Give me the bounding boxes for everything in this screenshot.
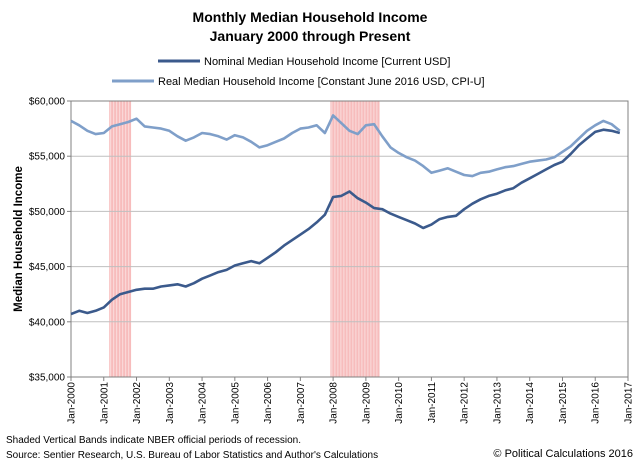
y-tick-label: $55,000 [29,152,66,163]
recession-band [330,101,380,377]
y-tick-label: $60,000 [29,97,66,108]
x-tick-label: Jan-2006 [263,382,274,424]
x-tick-label: Jan-2009 [361,382,372,424]
recession-bands [109,101,380,377]
x-tick-label: Jan-2004 [198,382,209,424]
series-lines [70,114,621,316]
plot-area [70,100,629,378]
x-tick-label: Jan-2002 [132,382,143,424]
x-tick-label: Jan-2016 [591,382,602,424]
source-note: Source: Sentier Research, U.S. Bureau of… [6,450,378,461]
legend: Nominal Median Household Income [Current… [112,56,485,88]
x-axis: Jan-2000 Jan-2001 Jan-2002 Jan-2003 Jan-2004… [67,377,635,424]
chart-subtitle: January 2000 through Present [210,28,411,44]
x-tick-label: Jan-2008 [329,382,340,424]
x-tick-label: Jan-2001 [99,382,110,424]
chart-title: Monthly Median Household Income [193,9,428,25]
x-tick-label: Jan-2005 [230,382,241,424]
recession-note: Shaded Vertical Bands indicate NBER offi… [6,435,301,446]
x-tick-label: Jan-2014 [525,382,536,424]
y-axis: $35,000 $40,000 $45,000 $50,000 $55,000 $60,0… [29,97,71,384]
x-tick-label: Jan-2015 [558,382,569,424]
x-tick-label: Jan-2011 [427,382,438,423]
x-tick-label: Jan-2000 [67,382,78,424]
x-tick-label: Jan-2003 [165,382,176,424]
credit: © Political Calculations 2016 [493,448,633,460]
x-tick-label: Jan-2013 [492,382,503,424]
y-tick-label: $40,000 [29,317,66,328]
x-tick-label: Jan-2007 [296,382,307,424]
legend-label-nominal: Nominal Median Household Income [Current… [204,56,450,68]
recession-band [109,101,132,377]
legend-label-real: Real Median Household Income [Constant J… [158,76,485,88]
x-tick-label: Jan-2017 [624,382,635,424]
y-tick-label: $45,000 [29,262,66,273]
y-axis-label: Median Household Income [13,166,25,312]
series-line-real [70,114,621,178]
x-tick-label: Jan-2012 [460,382,471,424]
y-tick-label: $50,000 [29,207,66,218]
series-line-nominal [70,128,621,316]
y-tick-label: $35,000 [29,373,66,384]
x-tick-label: Jan-2010 [394,382,405,424]
